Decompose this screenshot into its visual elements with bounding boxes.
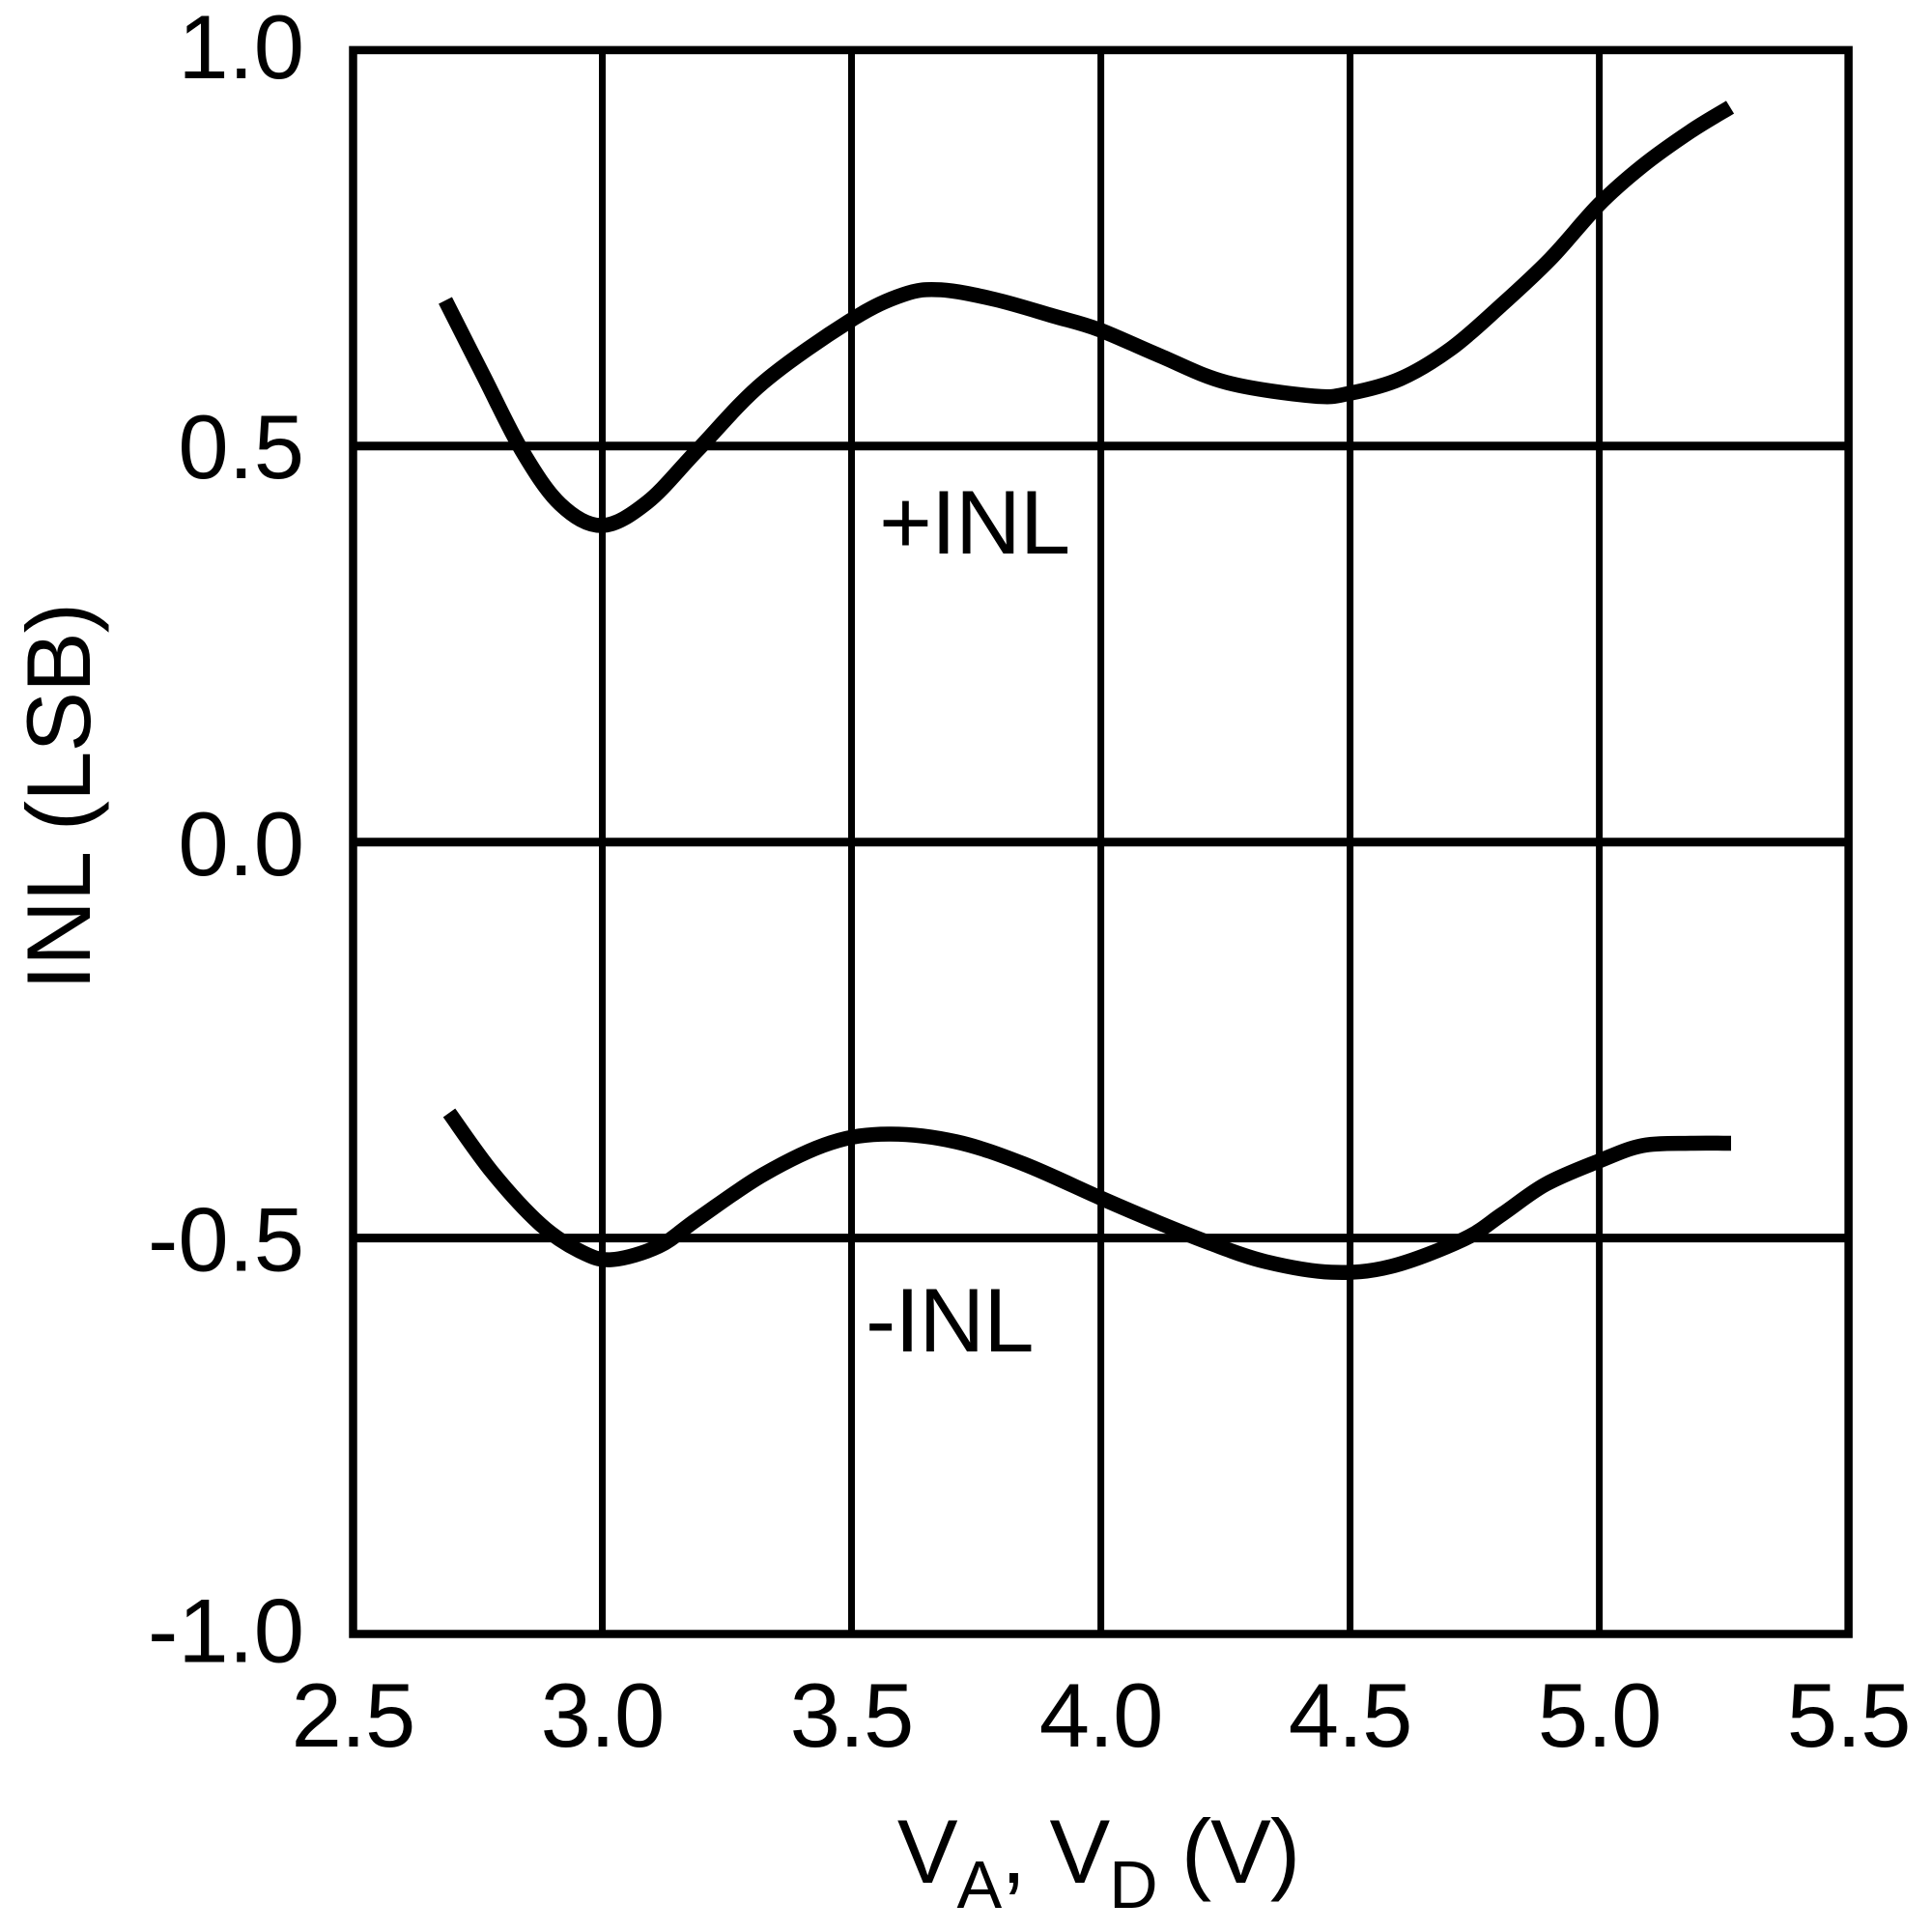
svg-text:5.5: 5.5 [1787, 1664, 1911, 1766]
svg-text:2.5: 2.5 [292, 1664, 415, 1766]
svg-text:5.0: 5.0 [1538, 1664, 1662, 1766]
svg-text:3.0: 3.0 [541, 1664, 665, 1766]
svg-text:-1.0: -1.0 [148, 1580, 304, 1682]
svg-text:-INL: -INL [866, 1269, 1034, 1371]
svg-text:+INL: +INL [879, 471, 1069, 573]
svg-text:INL (LSB): INL (LSB) [8, 604, 109, 990]
svg-text:4.5: 4.5 [1289, 1664, 1412, 1766]
svg-text:1.0: 1.0 [178, 0, 304, 98]
svg-text:3.5: 3.5 [790, 1664, 914, 1766]
svg-text:0.5: 0.5 [178, 396, 304, 497]
svg-text:0.0: 0.0 [178, 793, 304, 895]
svg-text:-0.5: -0.5 [148, 1189, 304, 1291]
svg-text:4.0: 4.0 [1039, 1664, 1163, 1766]
